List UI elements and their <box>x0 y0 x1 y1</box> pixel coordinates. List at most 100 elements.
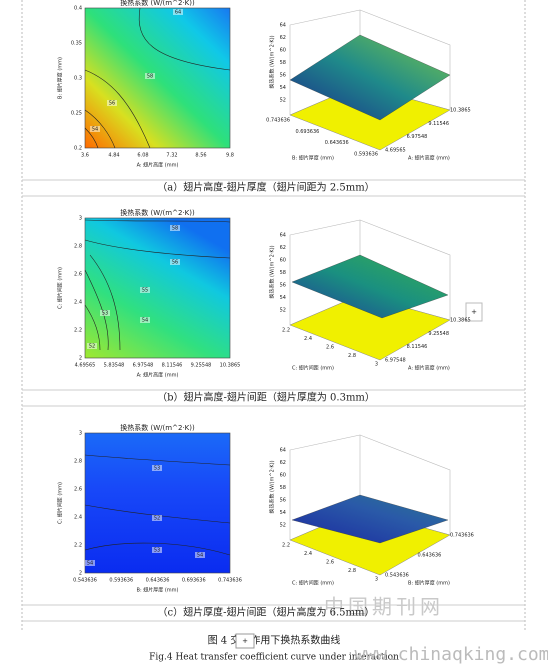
contour-label: 56 <box>109 101 115 107</box>
y-tick-label: 2.6 <box>326 345 334 351</box>
contour-label-box <box>100 310 110 316</box>
y-tick-label: 0.35 <box>71 41 82 47</box>
contour-label: 58 <box>172 226 178 232</box>
contour-label: 54 <box>142 318 148 324</box>
z-tick-label: 58 <box>280 485 286 491</box>
x-tick-label: 3.6 <box>81 153 89 159</box>
caption: （a）翅片高度-翅片厚度（翅片间距为 2.5mm） <box>157 181 374 194</box>
x-tick-label: 4.69565 <box>75 363 96 369</box>
plus-icon: + <box>471 308 477 316</box>
y-tick-label: 0.743636 <box>266 118 290 124</box>
contour-label: 54 <box>197 553 203 559</box>
z-tick-label: 52 <box>280 523 286 529</box>
contour-label-box <box>107 100 117 106</box>
z-tick-label: 56 <box>280 498 286 504</box>
x-tick-label: 8.56 <box>195 153 206 159</box>
y-tick-label: 0.2 <box>74 146 82 152</box>
contour-label-box <box>152 547 162 553</box>
contour-label: 55 <box>142 288 148 294</box>
z-tick-label: 56 <box>280 283 286 289</box>
x-tick-label: 4.84 <box>108 153 119 159</box>
contour-line <box>84 504 231 524</box>
x-axis-label: A: 翅片高度 (mm) <box>137 372 179 379</box>
surface <box>289 34 451 121</box>
contour-label-box <box>85 560 95 566</box>
contour-label: 56 <box>172 260 178 266</box>
x-tick-label: 10.3865 <box>220 363 241 369</box>
x-tick-label: 6.97548 <box>385 358 406 364</box>
z-tick-label: 62 <box>280 35 286 41</box>
contour-label: 54 <box>92 127 98 133</box>
contour-line <box>84 219 231 223</box>
y-axis-label: B: 翅片厚度 (mm) <box>57 57 64 99</box>
expand-button[interactable] <box>465 302 483 322</box>
y-tick-label: 0.643636 <box>325 140 349 146</box>
contour-line <box>138 7 231 71</box>
y-tick-label: 2.2 <box>282 543 290 549</box>
y-tick-label: 2 <box>79 356 82 362</box>
z-tick-label: 64 <box>280 448 286 454</box>
x-tick-label: 9.8 <box>226 153 234 159</box>
y-axis-label: C: 翅片间距 (mm) <box>292 580 334 587</box>
contour-label-box <box>87 343 97 349</box>
x-tick-label: 6.97548 <box>407 134 428 140</box>
contour-label-box <box>173 9 183 15</box>
y-tick-label: 2 <box>79 571 82 577</box>
x-tick-label: 4.69565 <box>385 148 406 154</box>
contour-line <box>84 69 151 149</box>
z-tick-label: 60 <box>280 48 286 54</box>
z-tick-label: 54 <box>280 510 286 516</box>
x-tick-label: 8.11546 <box>407 344 428 350</box>
x-tick-label: 10.3865 <box>450 108 471 114</box>
x-tick-label: 6.97548 <box>133 363 154 369</box>
x-tick-label: 0.593636 <box>109 578 133 584</box>
y-tick-label: 3 <box>79 431 82 437</box>
x-axis-label: B: 翅片厚度 (mm) <box>137 587 179 594</box>
z-tick-label: 52 <box>280 308 286 314</box>
y-tick-label: 2.4 <box>304 336 312 342</box>
contour-label: 53 <box>154 548 160 554</box>
z-tick-label: 60 <box>280 258 286 264</box>
contour-label: 58 <box>147 74 153 80</box>
y-tick-label: 2.8 <box>74 244 82 250</box>
figure-caption-en: Fig.4 Heat transfer coefficient curve un… <box>149 653 399 663</box>
contour-label-box <box>90 126 100 132</box>
z-tick-label: 54 <box>280 85 286 91</box>
contour-label: 52 <box>89 344 95 350</box>
x-tick-label: 0.543636 <box>385 573 409 579</box>
y-tick-label: 3 <box>375 577 378 583</box>
y-tick-label: 2.6 <box>326 560 334 566</box>
x-tick-label: 0.743636 <box>218 578 242 584</box>
y-tick-label: 2.6 <box>74 487 82 493</box>
contour-label-box <box>152 515 162 521</box>
y-tick-label: 2.4 <box>74 515 82 521</box>
x-tick-label: 0.743636 <box>450 533 474 539</box>
y-tick-label: 0.3 <box>74 76 82 82</box>
y-axis-label: C: 翅片间距 (mm) <box>57 267 64 309</box>
z-axis-label: 换热系数 (W/(m^2·K)) <box>269 245 276 298</box>
caption: （c）翅片厚度-翅片间距（翅片高度为 6.5mm） <box>157 606 374 619</box>
z-tick-label: 52 <box>280 98 286 104</box>
contour-area <box>84 217 231 359</box>
surface <box>291 494 449 544</box>
watermark: 中国期刊网 <box>324 595 444 619</box>
x-tick-label: 8.11546 <box>162 363 183 369</box>
x-tick-label: 0.543636 <box>73 578 97 584</box>
contour-line <box>84 109 116 149</box>
contour-line <box>84 127 99 149</box>
z-axis-label: 换热系数 (W/(m^2·K)) <box>269 460 276 513</box>
contour-label: 52 <box>154 516 160 522</box>
add-button[interactable] <box>235 633 255 649</box>
y-tick-label: 3 <box>375 362 378 368</box>
surface <box>291 254 449 319</box>
z-tick-label: 58 <box>280 60 286 66</box>
z-tick-label: 58 <box>280 270 286 276</box>
y-tick-label: 0.25 <box>71 111 82 117</box>
caption: （b）翅片高度-翅片间距（翅片厚度为 0.3mm） <box>157 391 375 404</box>
contour-line <box>84 239 231 259</box>
contour-label: 64 <box>175 10 181 16</box>
contour-label: 53 <box>102 311 108 317</box>
y-tick-label: 2.8 <box>348 568 356 574</box>
y-tick-label: 2.8 <box>348 353 356 359</box>
